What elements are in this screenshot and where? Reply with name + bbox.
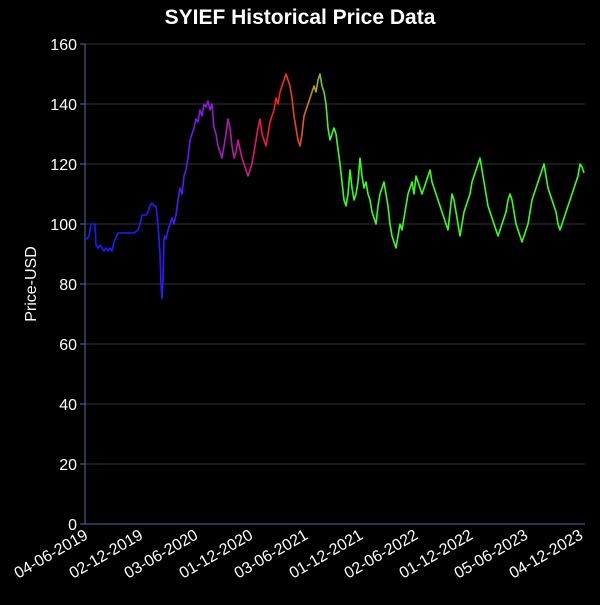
y-tick-label: 100 <box>50 217 77 234</box>
y-tick-label: 40 <box>59 397 77 414</box>
price-line-series <box>85 73 585 300</box>
y-tick-label: 120 <box>50 157 77 174</box>
y-axis-ticks: 0 20 40 60 80 100 120 140 160 <box>50 37 85 534</box>
grid-lines <box>85 43 585 465</box>
y-tick-label: 160 <box>50 37 77 54</box>
y-tick-label: 140 <box>50 97 77 114</box>
y-tick-label: 0 <box>68 517 77 534</box>
y-tick-label: 20 <box>59 457 77 474</box>
chart-title: SYIEF Historical Price Data <box>164 6 436 29</box>
y-tick-label: 80 <box>59 277 77 294</box>
y-tick-label: 60 <box>59 337 77 354</box>
y-axis-label: Price-USD <box>23 246 40 322</box>
x-axis-ticks: 04-06-201902-12-201903-06-202001-12-2020… <box>12 527 586 583</box>
